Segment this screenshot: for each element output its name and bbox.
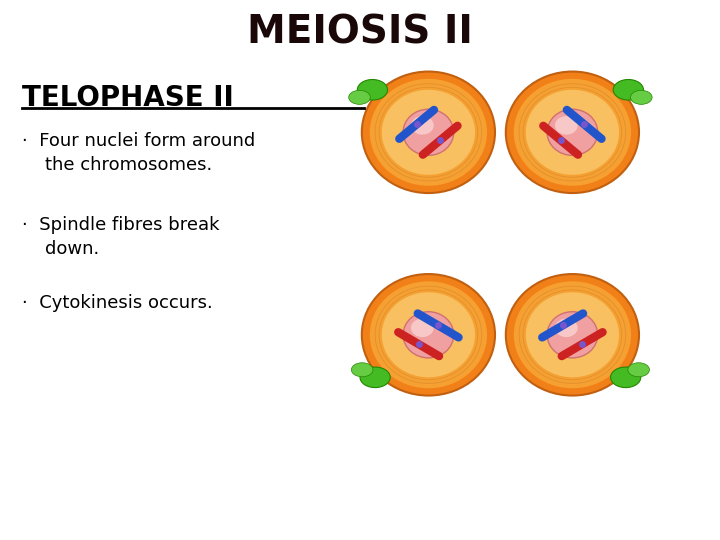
Ellipse shape — [505, 71, 639, 193]
Ellipse shape — [555, 116, 577, 134]
Ellipse shape — [370, 79, 487, 186]
Ellipse shape — [403, 312, 454, 358]
Ellipse shape — [613, 79, 644, 100]
Text: ·  Spindle fibres break
    down.: · Spindle fibres break down. — [22, 216, 219, 258]
Ellipse shape — [555, 319, 577, 337]
Ellipse shape — [547, 109, 598, 156]
Ellipse shape — [348, 90, 370, 104]
Ellipse shape — [526, 292, 619, 377]
Ellipse shape — [547, 312, 598, 358]
Text: ·  Four nuclei form around
    the chromosomes.: · Four nuclei form around the chromosome… — [22, 132, 255, 174]
Ellipse shape — [351, 363, 373, 377]
Ellipse shape — [611, 367, 641, 388]
Ellipse shape — [628, 363, 649, 377]
Ellipse shape — [526, 90, 619, 175]
Ellipse shape — [361, 274, 495, 395]
Ellipse shape — [514, 79, 631, 186]
Ellipse shape — [361, 71, 495, 193]
Ellipse shape — [514, 281, 631, 388]
Ellipse shape — [357, 79, 387, 100]
Ellipse shape — [411, 116, 433, 134]
Ellipse shape — [403, 109, 454, 156]
Text: TELOPHASE II: TELOPHASE II — [22, 84, 233, 112]
Ellipse shape — [370, 281, 487, 388]
Text: ·  Cytokinesis occurs.: · Cytokinesis occurs. — [22, 294, 212, 312]
Text: MEIOSIS II: MEIOSIS II — [247, 14, 473, 51]
Ellipse shape — [360, 367, 390, 388]
Ellipse shape — [505, 274, 639, 395]
Ellipse shape — [382, 90, 475, 175]
Ellipse shape — [411, 319, 433, 337]
Ellipse shape — [631, 90, 652, 104]
Ellipse shape — [382, 292, 475, 377]
